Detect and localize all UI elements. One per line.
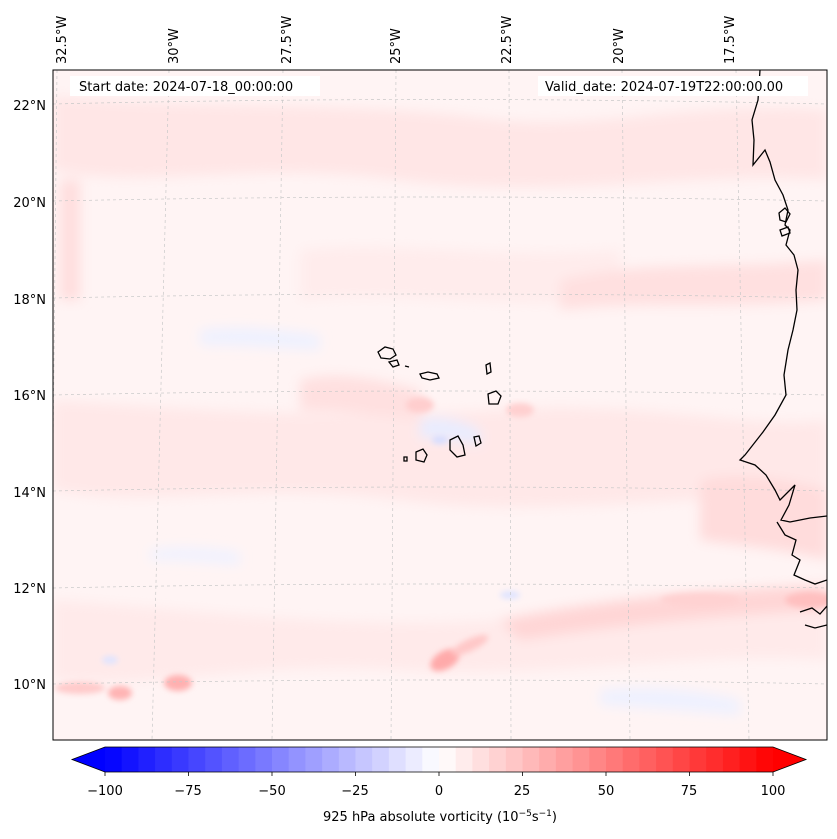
- colorbar-segment: [472, 747, 490, 772]
- colorbar-segment: [305, 747, 323, 772]
- cb-tick-m100: −100: [87, 784, 123, 799]
- lat-label-18n: 18°N: [13, 293, 46, 308]
- colorbar-segment: [272, 747, 290, 772]
- valid-date-label: Valid_date: 2024-07-19T22:00:00.00: [545, 80, 783, 95]
- colorbar-segment: [238, 747, 256, 772]
- colorbar-segment: [756, 747, 774, 772]
- lat-label-22n: 22°N: [13, 99, 46, 114]
- start-date-box: [70, 76, 320, 96]
- gridlines: [53, 70, 827, 740]
- coastline: [377, 70, 827, 629]
- cb-tick-m75: −75: [174, 784, 201, 799]
- colorbar-segment: [539, 747, 557, 772]
- colorbar-segment: [355, 747, 373, 772]
- lon-label-27-5w: 27.5°W: [280, 16, 295, 64]
- colorbar-segment: [706, 747, 724, 772]
- colorbar-segment: [188, 747, 206, 772]
- lon-label-30w: 30°W: [167, 28, 182, 64]
- colorbar-segment: [138, 747, 156, 772]
- colorbar-segment: [639, 747, 657, 772]
- colorbar-segment: [422, 747, 440, 772]
- lon-label-20w: 20°W: [612, 28, 627, 64]
- colorbar-segment: [105, 747, 123, 772]
- colorbar-extend-max: [773, 747, 806, 772]
- lat-label-20n: 20°N: [13, 196, 46, 211]
- lat-label-12n: 12°N: [13, 582, 46, 597]
- vorticity-field: [53, 70, 827, 740]
- lat-label-14n: 14°N: [13, 486, 46, 501]
- cb-tick-m50: −50: [258, 784, 285, 799]
- map-frame: [52, 69, 828, 741]
- colorbar-segment: [121, 747, 139, 772]
- colorbar-ticks: −100 −75 −50 −25 0 25 50 75 100: [87, 784, 785, 799]
- colorbar: [70, 746, 808, 776]
- colorbar-segment: [489, 747, 507, 772]
- colorbar-segment: [405, 747, 423, 772]
- cb-tick-0: 0: [435, 784, 443, 799]
- lon-label-25w: 25°W: [389, 28, 404, 64]
- colorbar-segment: [388, 747, 407, 772]
- cb-tick-75: 75: [681, 784, 698, 799]
- colorbar-segment: [171, 747, 190, 772]
- colorbar-segment: [656, 747, 674, 772]
- lon-label-22-5w: 22.5°W: [500, 16, 515, 64]
- colorbar-segment: [622, 747, 640, 772]
- colorbar-segment: [672, 747, 691, 772]
- colorbar-segment: [555, 747, 574, 772]
- colorbar-segment: [455, 747, 473, 772]
- colorbar-extend-min: [72, 747, 105, 772]
- colorbar-label: 925 hPa absolute vorticity (10−5s−1): [323, 809, 557, 825]
- colorbar-segment: [322, 747, 340, 772]
- colorbar-segment: [572, 747, 590, 772]
- colorbar-segment: [505, 747, 524, 772]
- colorbar-segment: [606, 747, 624, 772]
- colorbar-segment: [155, 747, 173, 772]
- lat-label-10n: 10°N: [13, 678, 46, 693]
- lon-label-17-5w: 17.5°W: [723, 16, 738, 64]
- colorbar-segment: [221, 747, 240, 772]
- colorbar-segment: [372, 747, 390, 772]
- cb-tick-50: 50: [598, 784, 615, 799]
- colorbar-segment: [522, 747, 540, 772]
- colorbar-segment: [589, 747, 607, 772]
- colorbar-segment: [205, 747, 223, 772]
- colorbar-segment: [255, 747, 273, 772]
- colorbar-segment: [739, 747, 757, 772]
- colorbar-segment: [439, 747, 457, 772]
- cb-tick-100: 100: [761, 784, 786, 799]
- colorbar-segment: [288, 747, 306, 772]
- colorbar-segment: [338, 747, 357, 772]
- colorbar-segment: [722, 747, 741, 772]
- lat-label-16n: 16°N: [13, 389, 46, 404]
- start-date-label: Start date: 2024-07-18_00:00:00: [79, 80, 293, 95]
- valid-date-box: [538, 76, 808, 96]
- colorbar-segment: [689, 747, 707, 772]
- lon-label-32-5w: 32.5°W: [55, 16, 70, 64]
- cb-tick-25: 25: [514, 784, 531, 799]
- cb-tick-m25: −25: [341, 784, 368, 799]
